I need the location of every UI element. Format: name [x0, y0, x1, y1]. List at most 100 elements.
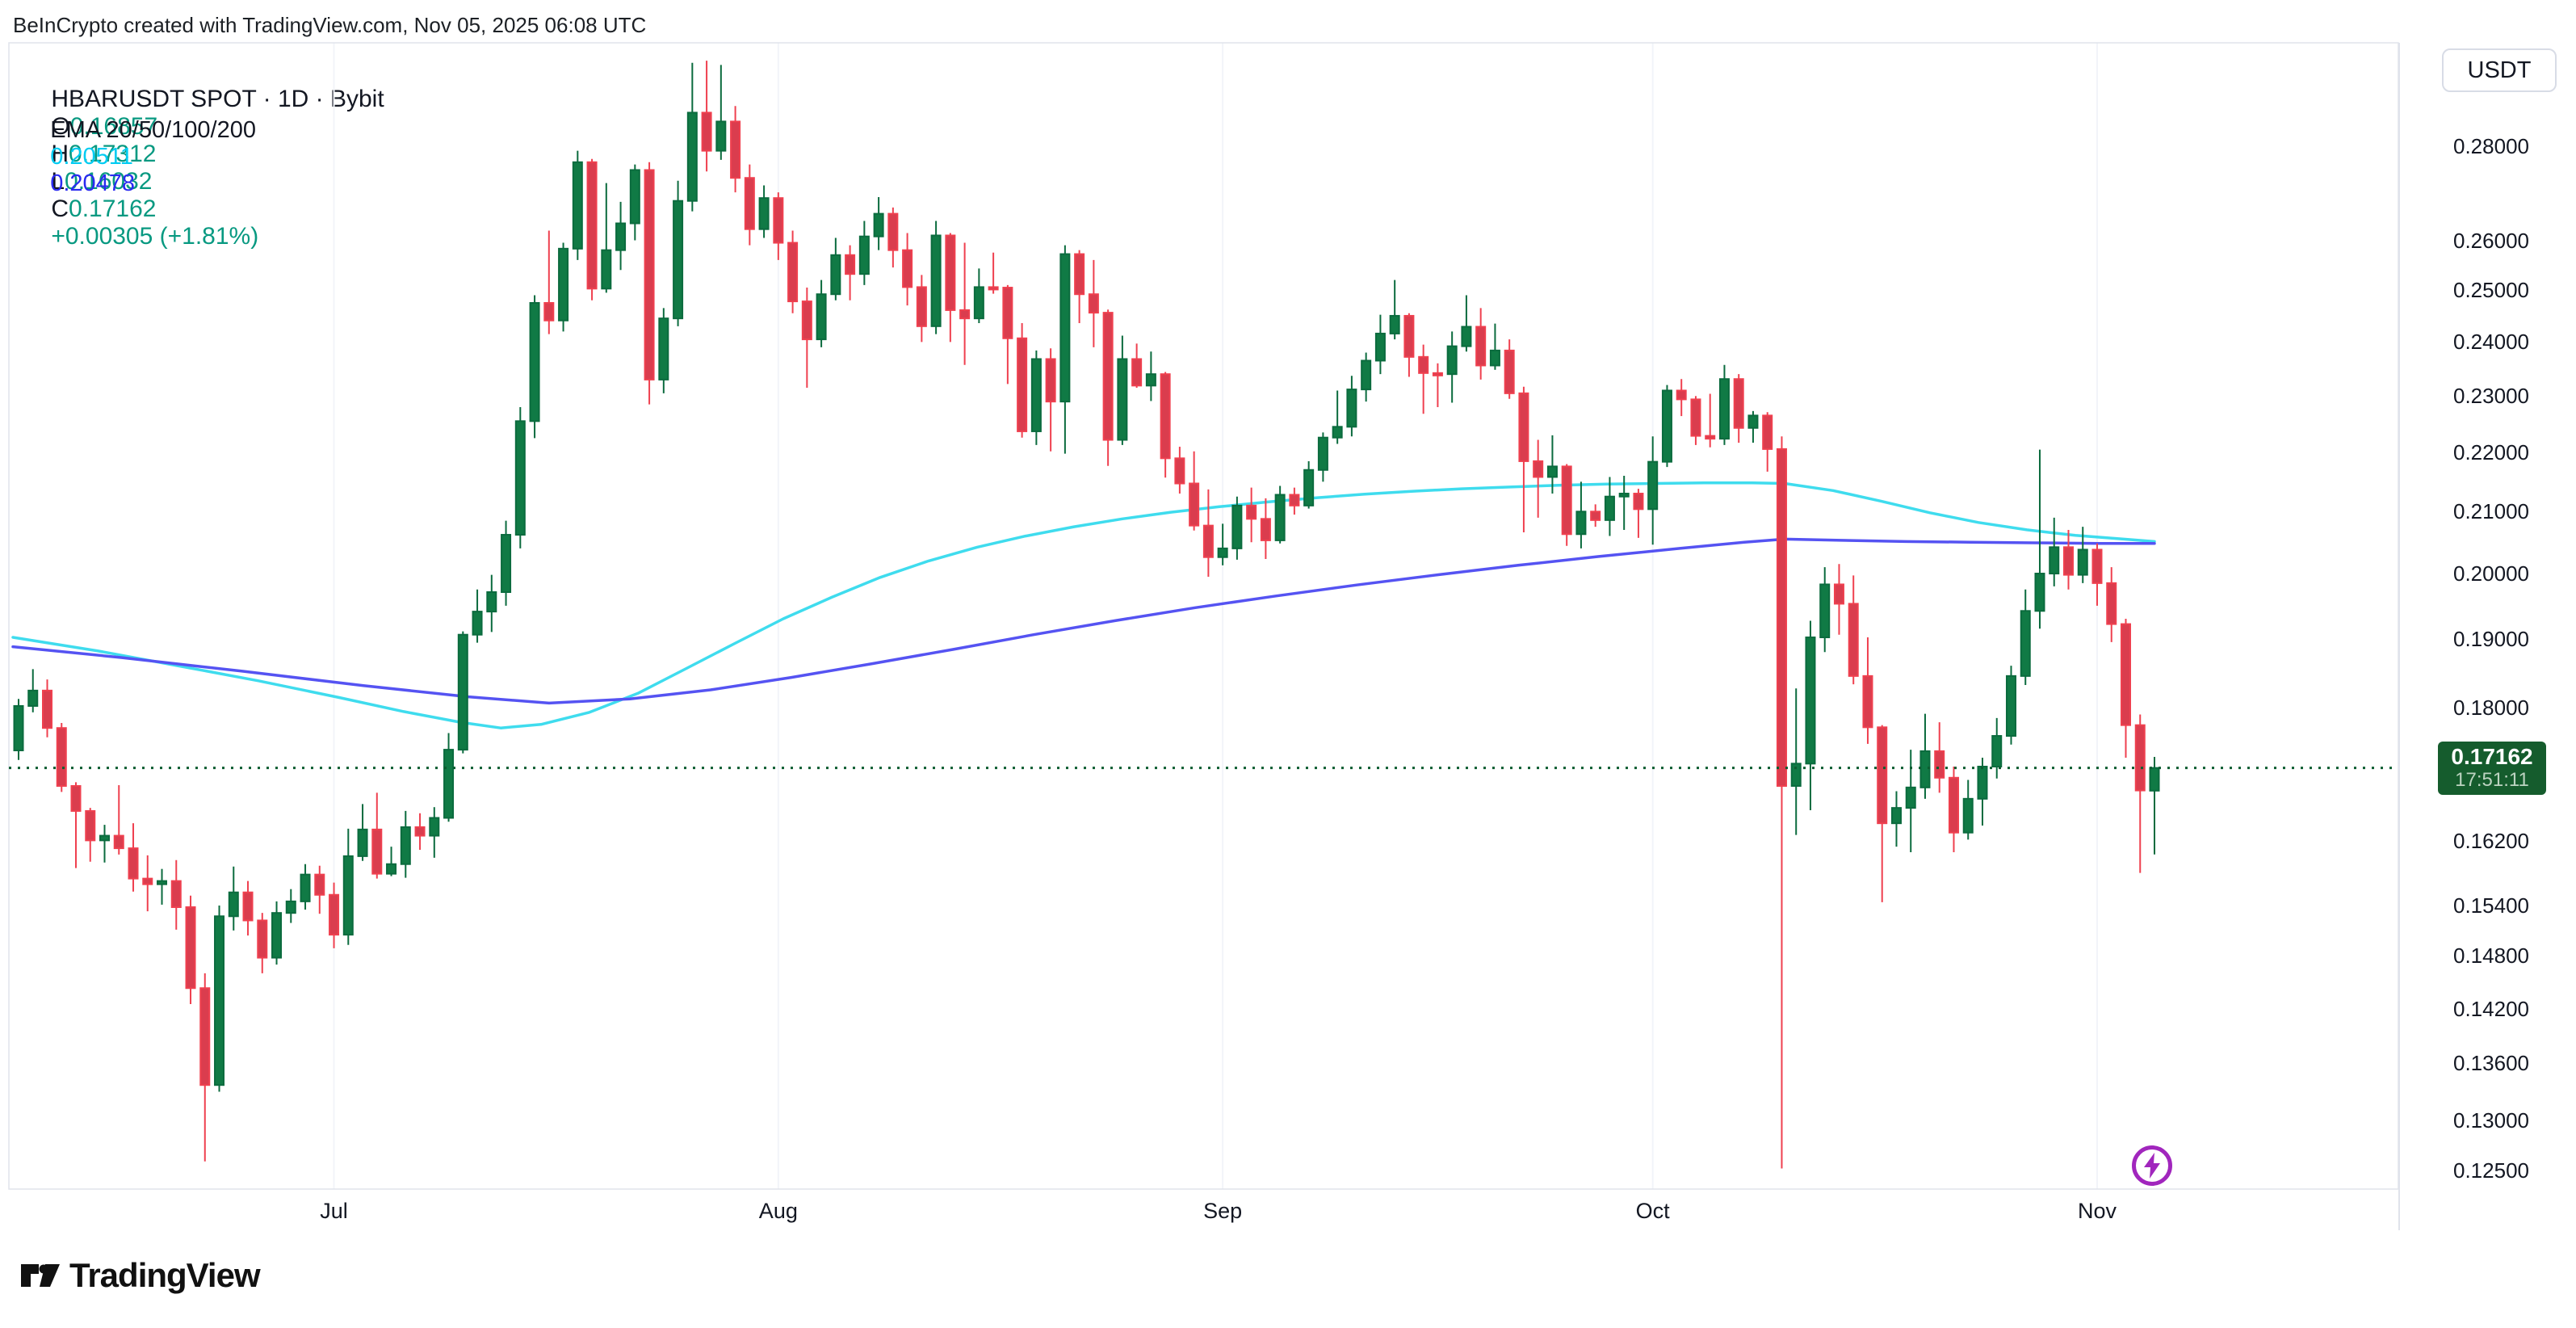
time-axis[interactable]: Jul Aug Sep Oct Nov: [0, 1189, 2398, 1230]
price-axis-label: 0.22000: [2453, 440, 2529, 465]
candle-body: [1690, 398, 1701, 437]
ohlc-o-label: O: [51, 113, 70, 140]
price-axis-label: 0.12500: [2453, 1158, 2529, 1183]
month-label-aug[interactable]: Aug: [758, 1199, 798, 1223]
candle-body: [1575, 511, 1587, 536]
candle-body: [930, 234, 942, 327]
candle-body: [42, 689, 53, 729]
candle-body: [1747, 414, 1759, 429]
price-badge: 0.17162 17:51:11: [2438, 741, 2546, 795]
ema-slow-line: [11, 537, 2156, 705]
candle-body: [300, 873, 311, 902]
candle-body: [558, 247, 569, 321]
candle-body: [1977, 765, 1988, 800]
candle-body: [701, 111, 712, 152]
candle-body: [2005, 675, 2016, 738]
tradingview-logo[interactable]: TradingView: [19, 1256, 261, 1295]
candle-body: [543, 301, 555, 321]
candle-body: [1131, 358, 1143, 387]
candle-body: [586, 161, 598, 290]
candle-body: [429, 817, 440, 837]
candle-body: [715, 120, 727, 152]
candle-body: [887, 212, 899, 251]
month-label-nov[interactable]: Nov: [2077, 1199, 2117, 1223]
ohlc-c-label: C: [51, 195, 69, 222]
candle-body: [1030, 358, 1042, 432]
price-axis[interactable]: USDT 0.28000 0.26000 0.25000 0.24000 0.23000…: [2398, 43, 2576, 1230]
price-axis-label: 0.26000: [2453, 228, 2529, 253]
candle-body: [1633, 493, 1644, 511]
candle-body: [1274, 494, 1286, 541]
price-axis-label: 0.18000: [2453, 695, 2529, 720]
price-axis-label: 0.15400: [2453, 893, 2529, 918]
ema-legend[interactable]: EMA 20/50/100/200 0.20511 0.20478: [24, 90, 271, 224]
candle-body: [142, 877, 153, 885]
tradingview-logo-text: TradingView: [69, 1256, 261, 1294]
candle-body: [1202, 524, 1214, 558]
candle-body: [514, 420, 526, 536]
candle-body: [845, 254, 856, 275]
candle-body: [1002, 287, 1013, 339]
candle-body: [371, 828, 383, 875]
candle-body: [1231, 504, 1243, 549]
candle-body: [973, 286, 984, 320]
candle-body: [457, 633, 468, 751]
attribution-text: BeInCrypto created with TradingView.com,…: [13, 13, 647, 37]
candle-body: [70, 784, 82, 812]
candle-body: [1848, 603, 1859, 677]
candle-body: [157, 880, 168, 885]
price-axis-label: 0.19000: [2453, 626, 2529, 651]
lightning-icon[interactable]: [2132, 1145, 2172, 1186]
ohlc-l-label: L: [51, 168, 65, 195]
candle-body: [170, 880, 182, 909]
price-axis-label: 0.16200: [2453, 829, 2529, 854]
candle-body: [1317, 436, 1328, 471]
candle-body: [1289, 494, 1300, 506]
price-axis-label: 0.23000: [2453, 384, 2529, 409]
candle-body: [486, 590, 497, 613]
candle-body: [329, 893, 340, 936]
candle-body: [1432, 372, 1443, 376]
candle-body: [529, 301, 540, 422]
month-label-jul[interactable]: Jul: [320, 1199, 348, 1223]
candle-body: [1676, 389, 1687, 401]
candle-body: [1160, 373, 1171, 460]
month-label-sep[interactable]: Sep: [1203, 1199, 1243, 1223]
candle-body: [472, 611, 483, 636]
symbol-title[interactable]: HBARUSDT SPOT · 1D · Bybit: [51, 86, 384, 112]
candle-body: [1934, 750, 1945, 779]
candle-body: [816, 293, 827, 341]
bar-countdown-timer: 17:51:11: [2455, 768, 2529, 791]
candle-body: [1475, 326, 1487, 367]
symbol-legend[interactable]: HBARUSDT SPOT · 1D · Bybit O0.16857 H0.1…: [24, 58, 399, 278]
candle-body: [1618, 493, 1630, 498]
candle-body: [1074, 253, 1085, 296]
candle-body: [357, 828, 368, 857]
ema-label[interactable]: EMA 20/50/100/200: [50, 117, 256, 143]
candle-body: [1604, 495, 1615, 521]
month-label-oct[interactable]: Oct: [1635, 1199, 1670, 1223]
candle-body: [572, 161, 583, 250]
candle-body: [1718, 378, 1730, 440]
candle-body: [744, 177, 755, 230]
candle-body: [1489, 349, 1500, 367]
ema-fast-value: 0.20511: [50, 144, 133, 170]
candle-body: [414, 826, 426, 837]
price-axis-label: 0.21000: [2453, 499, 2529, 524]
ohlc-c-value: 0.17162: [69, 195, 157, 222]
last-price-value: 0.17162: [2451, 744, 2533, 770]
candle-body: [1776, 448, 1787, 787]
candle-body: [2091, 548, 2103, 584]
ema-fast-line: [11, 481, 2156, 729]
currency-unit-button[interactable]: USDT: [2442, 48, 2557, 92]
candle-body: [386, 863, 397, 875]
candle-body: [1948, 776, 1959, 834]
candle-body: [2062, 546, 2074, 576]
candle-body: [801, 300, 812, 341]
candle-body: [1962, 797, 1974, 834]
candle-body: [199, 987, 211, 1086]
ohlc-l-value: 0.16032: [65, 168, 153, 195]
price-axis-label: 0.13000: [2453, 1108, 2529, 1133]
candle-body: [1102, 312, 1114, 441]
